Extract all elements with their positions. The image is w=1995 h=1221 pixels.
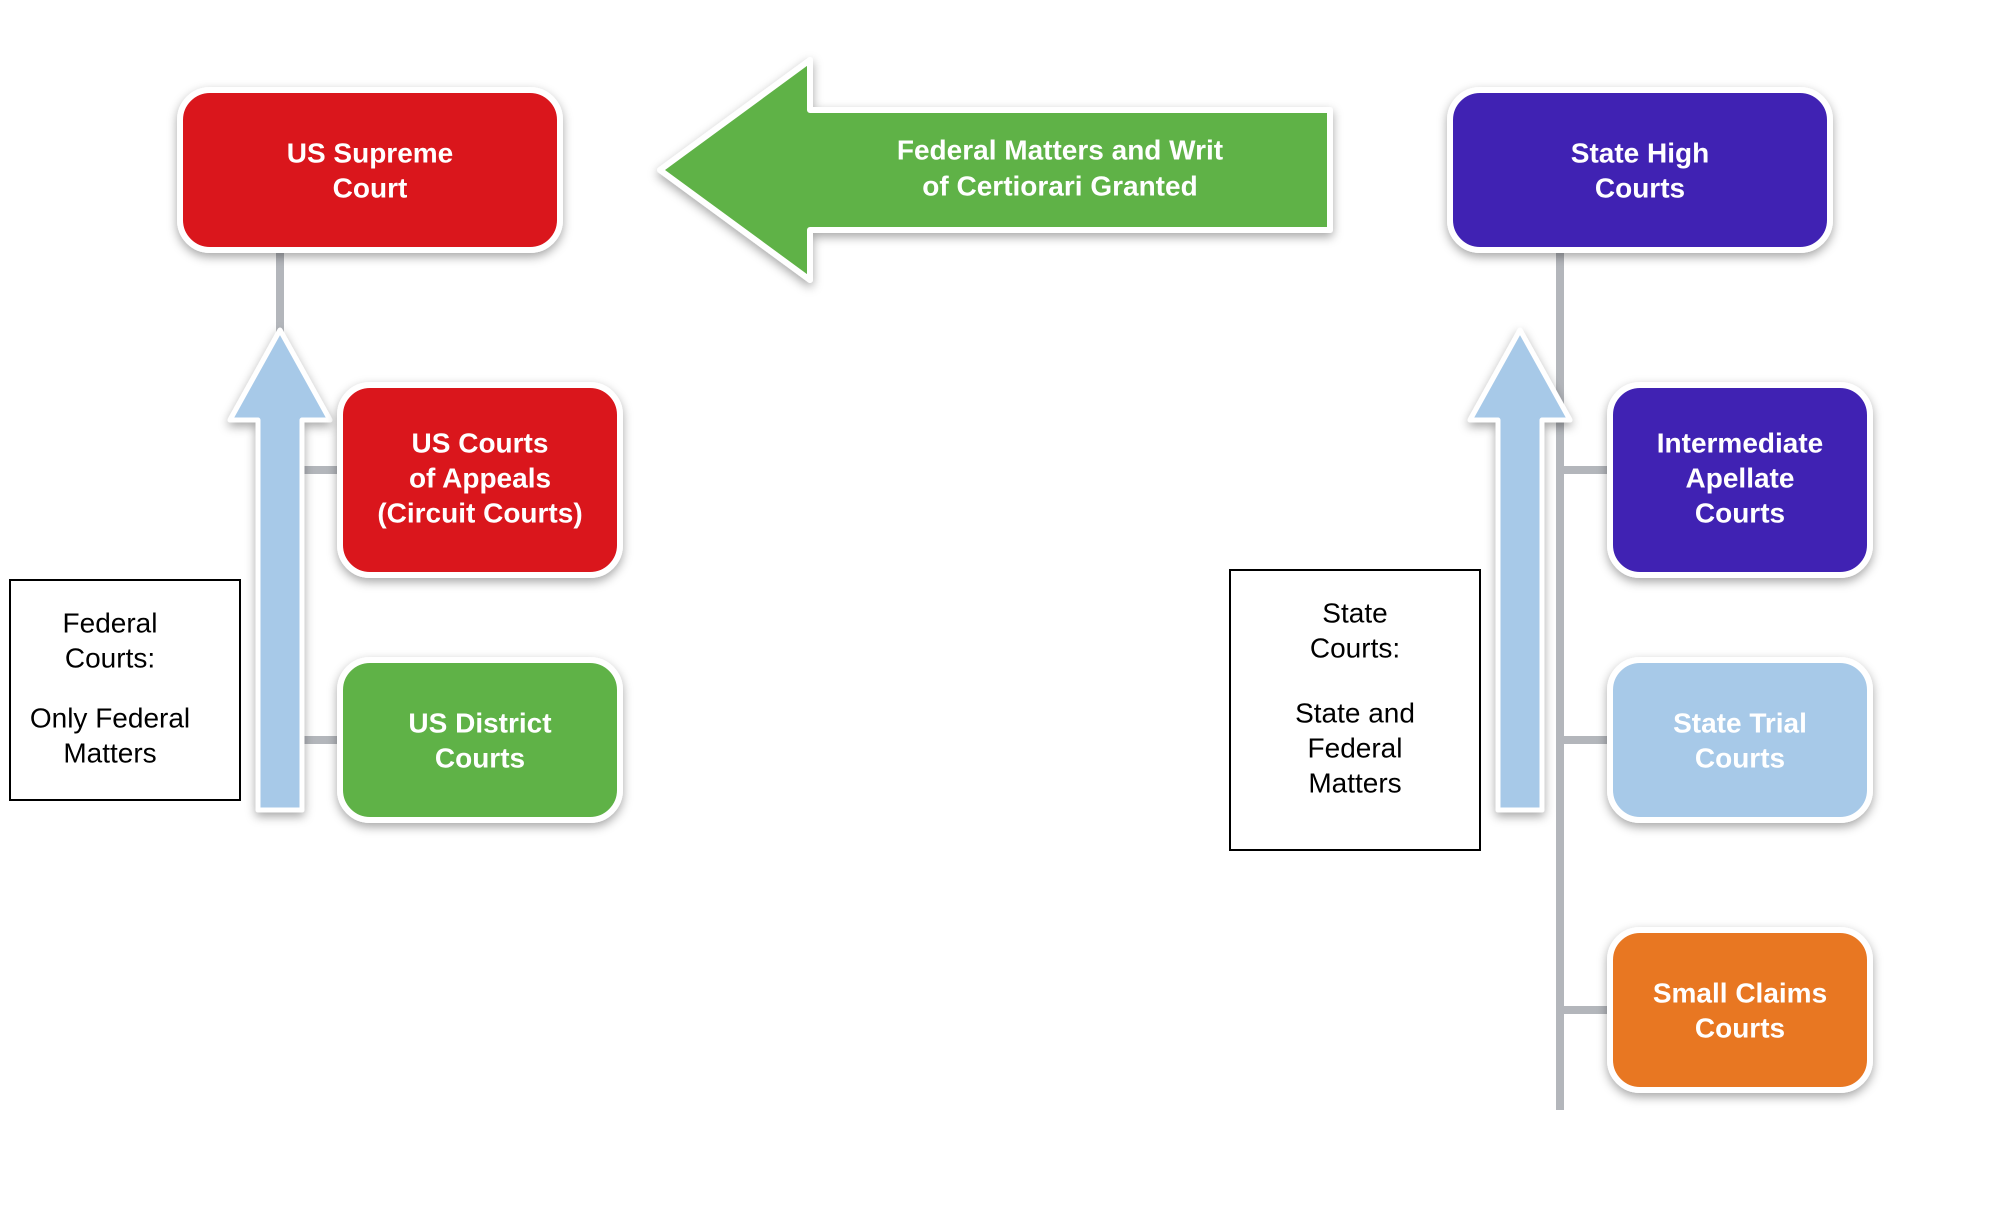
state-label-4: Federal [1308,732,1403,763]
state-label-box: State Courts: State and Federal Matters [1230,570,1480,850]
appellate-line2: Apellate [1686,462,1795,493]
us-appeals-box: US Courts of Appeals (Circuit Courts) [340,385,620,575]
state-up-arrow [1470,330,1570,810]
certiorari-text-2: of Certiorari Granted [922,170,1197,201]
federal-label-3: Only Federal [30,702,190,733]
federal-label-box: Federal Courts: Only Federal Matters [10,580,240,800]
supreme-line1: US Supreme [287,137,454,168]
trial-line2: Courts [1695,742,1785,773]
supreme-line2: Court [333,172,408,203]
appeals-line2: of Appeals [409,462,551,493]
state-trial-box: State Trial Courts [1610,660,1870,820]
state-label-3: State and [1295,697,1415,728]
federal-label-4: Matters [63,737,156,768]
appeals-line1: US Courts [412,427,549,458]
high-line1: State High [1571,137,1709,168]
appellate-line3: Courts [1695,497,1785,528]
appeals-line3: (Circuit Courts) [377,497,582,528]
high-line2: Courts [1595,172,1685,203]
court-system-diagram: Federal Courts: Only Federal Matters Sta… [0,0,1995,1221]
state-label-2: Courts: [1310,632,1400,663]
federal-label-1: Federal [63,607,158,638]
state-appellate-box: Intermediate Apellate Courts [1610,385,1870,575]
district-line2: Courts [435,742,525,773]
us-supreme-court-box: US Supreme Court [180,90,560,250]
district-line1: US District [408,707,551,738]
small-line1: Small Claims [1653,977,1827,1008]
us-district-box: US District Courts [340,660,620,820]
small-line2: Courts [1695,1012,1785,1043]
trial-line1: State Trial [1673,707,1807,738]
state-label-5: Matters [1308,767,1401,798]
federal-label-2: Courts: [65,642,155,673]
small-claims-box: Small Claims Courts [1610,930,1870,1090]
appellate-line1: Intermediate [1657,427,1824,458]
certiorari-text-1: Federal Matters and Writ [897,134,1223,165]
certiorari-arrow: Federal Matters and Writ of Certiorari G… [660,60,1330,280]
state-label-1: State [1322,597,1387,628]
state-high-box: State High Courts [1450,90,1830,250]
